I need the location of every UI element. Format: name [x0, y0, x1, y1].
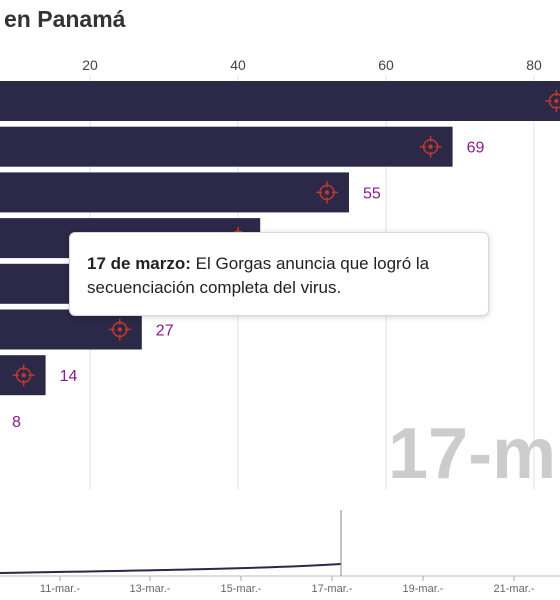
x-tick-label: 40 — [230, 57, 246, 73]
crosshair-marker-icon — [419, 135, 442, 158]
timeline-line — [0, 563, 342, 574]
marker-dot — [428, 144, 433, 149]
crosshair-marker-icon — [108, 318, 131, 341]
timeline-tick-label[interactable]: 15-mar.- — [221, 583, 262, 595]
crosshair-marker-icon — [545, 90, 560, 112]
timeline-tick-label[interactable]: 21-mar.- — [494, 583, 535, 595]
bar — [0, 126, 453, 167]
marker-dot — [554, 98, 559, 104]
chart-title: en Panamá — [4, 6, 126, 32]
bar-value-label: 14 — [60, 368, 78, 385]
annotation-text: El Gorgas anuncia que logró la secuencia… — [87, 254, 430, 297]
bar-value-label: 8 — [12, 414, 21, 431]
timeline-tick-label[interactable]: 13-mar.- — [130, 583, 171, 595]
x-tick-label: 20 — [82, 57, 98, 73]
annotation-date: 17 de marzo: — [87, 254, 191, 273]
marker-dot — [324, 190, 330, 195]
marker-dot — [117, 327, 123, 332]
bar — [0, 81, 560, 121]
bar-value-label: 55 — [363, 185, 381, 202]
timeline-tick-label[interactable]: 17-mar.- — [312, 583, 353, 595]
bar-value-label: 69 — [467, 140, 485, 157]
x-tick-label: 60 — [378, 57, 394, 73]
annotation-tooltip: 17 de marzo: El Gorgas anuncia que logró… — [69, 232, 489, 316]
crosshair-marker-icon — [316, 181, 338, 204]
timeline-tick-label[interactable]: 11-mar.- — [40, 583, 80, 595]
marker-dot — [21, 373, 26, 378]
x-tick-label: 80 — [526, 57, 542, 73]
date-watermark: 17-m — [388, 414, 556, 494]
bar-value-label: 27 — [156, 323, 174, 340]
timeline-tick-label[interactable]: 19-mar.- — [403, 583, 444, 595]
crosshair-marker-icon — [12, 364, 35, 387]
bar — [0, 172, 349, 213]
